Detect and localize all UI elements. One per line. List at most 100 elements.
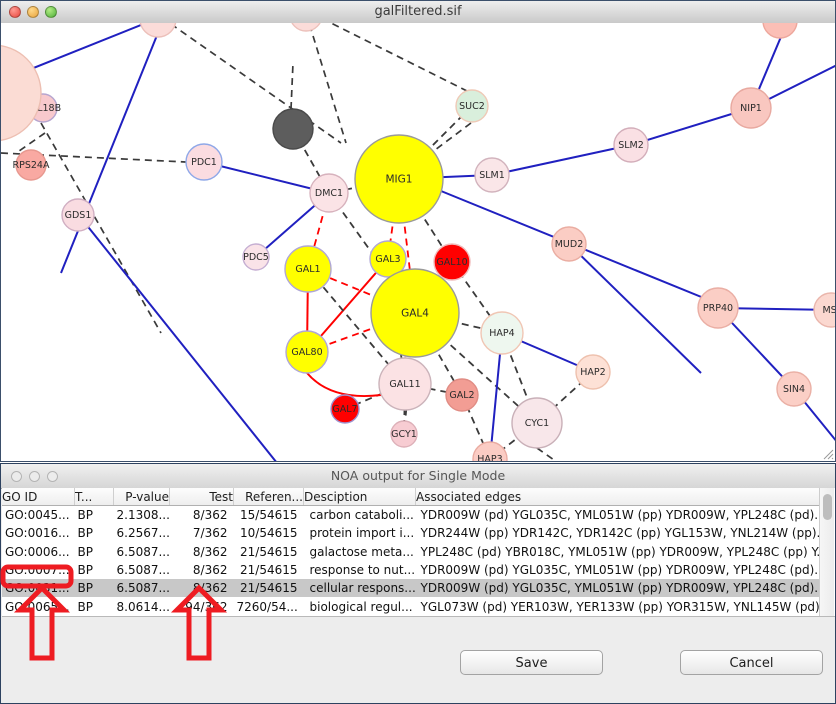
graph-node[interactable]: RPS24A (13, 149, 50, 181)
node-circle[interactable] (697, 287, 739, 329)
node-circle[interactable] (472, 441, 508, 461)
graph-node[interactable]: PRP40 (697, 287, 739, 329)
node-circle[interactable] (762, 23, 798, 39)
graph-node[interactable]: PDC5 (242, 243, 270, 271)
graph-node[interactable]: GAL1 (284, 245, 332, 293)
close-button[interactable] (9, 6, 21, 18)
dialog-minimize-button[interactable] (29, 471, 40, 482)
graph-node[interactable]: SLM2 (613, 127, 649, 163)
graph-node[interactable]: GAL80 (285, 330, 329, 374)
node-circle[interactable] (330, 394, 360, 424)
node-circle[interactable] (370, 268, 460, 358)
dialog-close-button[interactable] (11, 471, 22, 482)
node-circle[interactable] (284, 245, 332, 293)
node-circle[interactable] (551, 226, 587, 262)
scrollbar-thumb[interactable] (823, 494, 832, 520)
column-header-description[interactable]: Desciption (303, 488, 416, 506)
graph-node[interactable]: GAL10 (433, 243, 471, 281)
network-graph[interactable]: RPL18B RPS24A GDS1 PDC1 PDC5 DMC1 SUC2 MIG1 SLM1… (1, 23, 835, 461)
table-row[interactable]: GO:0006... BP 6.5087... 8/362 21/54615 galact… (2, 543, 827, 561)
graph-node[interactable]: NIP1 (730, 87, 772, 129)
node-circle[interactable] (290, 23, 322, 32)
results-table[interactable]: GO ID T... P-value Test Referen... Desci… (2, 488, 827, 617)
graph-node[interactable]: PDC1 (185, 143, 223, 181)
table-body[interactable]: GO:0045... BP 2.1308... 8/362 15/54615 carbon… (2, 506, 827, 617)
node-circle[interactable] (474, 157, 510, 193)
graph-node[interactable]: GDS1 (61, 198, 95, 232)
node-circle[interactable] (185, 143, 223, 181)
node-circle[interactable] (378, 357, 432, 411)
node-circle[interactable] (730, 87, 772, 129)
graph-node[interactable]: GAL4 (370, 268, 460, 358)
graph-node[interactable] (139, 23, 177, 38)
graph-node[interactable]: HAP4 (480, 311, 524, 355)
graph-node[interactable]: HAP2 (575, 354, 611, 390)
graph-edge[interactable] (630, 107, 752, 146)
graph-edge[interactable] (306, 23, 347, 144)
node-circle[interactable] (433, 243, 471, 281)
graph-node[interactable]: GAL3 (369, 240, 407, 278)
node-circle[interactable] (511, 397, 563, 449)
graph-node[interactable]: MSI (813, 292, 835, 328)
graph-edge[interactable] (536, 447, 601, 461)
nodes-layer[interactable]: RPL18B RPS24A GDS1 PDC1 PDC5 DMC1 SUC2 MIG1 SLM1… (1, 23, 835, 461)
graph-node[interactable]: HAP3 (472, 441, 508, 461)
node-circle[interactable] (354, 134, 444, 224)
resize-grip[interactable] (820, 446, 834, 460)
column-header-test[interactable]: Test (169, 488, 234, 506)
node-circle[interactable] (309, 173, 349, 213)
graph-edge[interactable] (18, 132, 46, 152)
dialog-maximize-button[interactable] (47, 471, 58, 482)
dialog-title-bar[interactable]: NOA output for Single Mode (1, 464, 835, 489)
column-header-type[interactable]: T... (74, 488, 114, 506)
graph-node[interactable]: GAL7 (330, 394, 360, 424)
node-circle[interactable] (390, 420, 418, 448)
node-circle[interactable] (15, 149, 47, 181)
table-row[interactable]: GO:0031... BP 6.5087... 8/362 21/54615 cellul… (2, 579, 827, 598)
column-header-go-id[interactable]: GO ID (2, 488, 75, 506)
node-circle[interactable] (776, 371, 812, 407)
graph-node[interactable]: GAL2 (445, 378, 479, 412)
window-title-bar[interactable]: galFiltered.sif (1, 1, 835, 24)
graph-edge[interactable] (40, 122, 162, 334)
results-table-container[interactable]: GO ID T... P-value Test Referen... Desci… (2, 488, 835, 617)
graph-node[interactable]: SUC2 (455, 89, 489, 123)
node-circle[interactable] (369, 240, 407, 278)
cancel-button[interactable]: Cancel (680, 650, 823, 675)
graph-edge[interactable] (203, 161, 330, 194)
table-row[interactable]: GO:0007... BP 6.5087... 8/362 21/54615 respon… (2, 561, 827, 579)
node-circle[interactable] (575, 354, 611, 390)
graph-edge[interactable] (1, 152, 207, 164)
node-circle[interactable] (139, 23, 177, 38)
graph-edge[interactable] (491, 144, 632, 176)
node-circle[interactable] (272, 108, 314, 150)
node-circle[interactable] (285, 330, 329, 374)
maximize-button[interactable] (45, 6, 57, 18)
graph-edge[interactable] (306, 372, 382, 397)
node-circle[interactable] (61, 198, 95, 232)
minimize-button[interactable] (27, 6, 39, 18)
save-button[interactable]: Save (460, 650, 603, 675)
column-header-p-value[interactable]: P-value (113, 488, 170, 506)
graph-node[interactable]: DMC1 (309, 173, 349, 213)
graph-edge[interactable] (568, 243, 702, 374)
table-row[interactable]: GO:0065... BP 8.0614... 94/362 7260/54... bio… (2, 597, 827, 615)
table-vertical-scrollbar[interactable] (819, 488, 834, 616)
column-header-associated-edges[interactable]: Associated edges (415, 488, 827, 506)
graph-edge[interactable] (60, 23, 166, 274)
graph-node[interactable]: GAL11 (378, 357, 432, 411)
graph-node[interactable]: SIN4 (776, 371, 812, 407)
table-row[interactable]: GO:0031...BP1.3324...11/362105/546...res… (2, 616, 827, 617)
graph-edge[interactable] (430, 122, 472, 154)
node-circle[interactable] (445, 378, 479, 412)
graph-node[interactable] (290, 23, 322, 32)
node-circle[interactable] (242, 243, 270, 271)
column-header-reference[interactable]: Referen... (233, 488, 304, 506)
node-circle[interactable] (480, 311, 524, 355)
graph-node[interactable]: GCY1 (390, 420, 418, 448)
network-canvas[interactable]: RPL18B RPS24A GDS1 PDC1 PDC5 DMC1 SUC2 MIG1 SLM1… (1, 23, 835, 461)
graph-node[interactable] (762, 23, 798, 39)
graph-node[interactable] (1, 44, 42, 142)
graph-node[interactable]: MIG1 (354, 134, 444, 224)
node-circle[interactable] (613, 127, 649, 163)
